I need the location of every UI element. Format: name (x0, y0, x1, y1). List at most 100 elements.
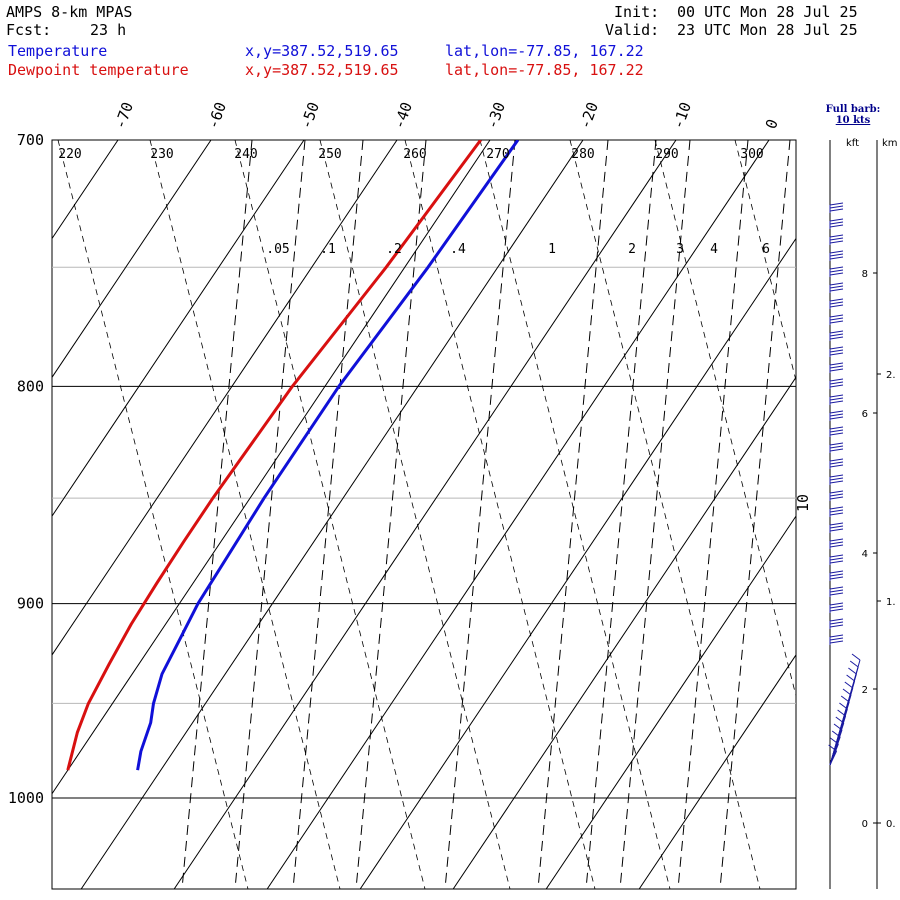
isotherm-label: 10 (794, 494, 812, 512)
wind-barb-flag (829, 416, 844, 420)
wind-barb-flag (829, 557, 844, 561)
wind-barb-flag (829, 250, 844, 254)
dry-adiabat (319, 140, 511, 889)
mixing-ratio-line (585, 140, 657, 889)
dry-adiabat (57, 140, 249, 889)
wind-barb-flag (829, 202, 844, 206)
isotherm-line (52, 140, 398, 656)
wind-barb-flag (829, 445, 844, 449)
wind-barb-flag (829, 605, 844, 609)
wind-barb-flag (842, 688, 852, 696)
wind-barb-flag (844, 681, 854, 689)
mixing-ratio-label: .1 (320, 242, 336, 257)
wind-barb (829, 750, 838, 766)
km-unit-label: km (882, 138, 898, 149)
mixing-ratio-label: 6 (762, 242, 770, 257)
wind-barb-flag (829, 592, 844, 596)
isotherm-label: -40 (390, 100, 416, 132)
wind-barb-flag (829, 413, 844, 417)
wind-barb-flag (829, 314, 844, 318)
wind-barb-flag (849, 660, 859, 668)
kft-label: 4 (862, 549, 868, 560)
wind-barb-flag (829, 490, 844, 494)
wind-barb-flag (829, 298, 844, 302)
isotherm-line (0, 140, 25, 889)
isotherm-label: -50 (297, 100, 323, 132)
dry-adiabat (569, 140, 761, 889)
forecast-hour-value: 23 h (90, 21, 127, 39)
wind-barb-flag (846, 674, 855, 682)
isotherm-label: -70 (111, 100, 137, 132)
wind-barb-flag (829, 608, 844, 612)
pressure-tick-label: 1000 (8, 789, 44, 807)
wind-barb-flag (829, 346, 844, 350)
wind-barb-flag (829, 320, 844, 324)
wind-barb-flag (829, 461, 844, 465)
wind-barbs (828, 202, 861, 766)
wind-barb-flag (829, 448, 844, 452)
km-label: 0. (886, 819, 896, 830)
temperature-profile (136, 140, 520, 771)
wind-barb-flag (829, 432, 844, 436)
dry-adiabat-label: 260 (403, 147, 426, 162)
isotherm-line (52, 140, 212, 379)
wind-barb-flag (829, 570, 844, 574)
wind-barb-flag (829, 602, 844, 606)
wind-barb-flag (829, 618, 844, 622)
wind-barb-flag (829, 288, 844, 292)
pressure-tick-label: 800 (17, 377, 44, 395)
wind-barb-flag (829, 464, 844, 468)
wind-barb-flag (829, 512, 844, 516)
init-time-value: 00 UTC Mon 28 Jul 25 (677, 3, 858, 21)
wind-barb-flag (829, 560, 844, 564)
mixing-ratio-label: .05 (266, 242, 289, 257)
dry-adiabat-label: 300 (740, 147, 763, 162)
wind-barb-flag (829, 506, 844, 510)
wind-barb-flag (829, 442, 844, 446)
wind-barb-flag (829, 493, 844, 497)
dewpoint-profile (66, 140, 482, 771)
wind-barb-flag (848, 667, 857, 675)
legend-dewpoint-latlon: lat,lon=-77.85, 167.22 (445, 61, 644, 79)
mixing-ratio-line (355, 140, 427, 889)
wind-barb-flag (829, 477, 844, 481)
wind-barb-flag (829, 266, 844, 270)
model-title: AMPS 8-km MPAS (6, 3, 133, 21)
wind-barb-flag (829, 208, 844, 212)
isotherm-line (638, 654, 796, 889)
kft-label: 2 (862, 685, 868, 696)
wind-barb-flag (829, 496, 844, 500)
wind-barb-flag (829, 589, 844, 593)
wind-barb-flag (829, 541, 844, 545)
dry-adiabat (234, 140, 426, 889)
wind-barb-flag (829, 333, 844, 337)
wind-barb-flag (829, 474, 844, 478)
kft-label: 8 (862, 269, 868, 280)
wind-barb-flag (851, 653, 861, 661)
wind-barb-flag (829, 429, 844, 433)
wind-barb-flag (829, 640, 844, 644)
legend-dewpoint-name: Dewpoint temperature (8, 61, 189, 79)
wind-barb-flag (829, 368, 844, 372)
legend-dewpoint-xy: x,y=387.52,519.65 (245, 61, 399, 79)
dry-adiabat-label: 240 (234, 147, 257, 162)
mixing-ratio-label: .4 (450, 242, 466, 257)
mixing-ratio-label: 1 (548, 242, 556, 257)
wind-barb-flag (829, 624, 844, 628)
isotherm-line (359, 237, 796, 889)
dry-adiabat (404, 140, 596, 889)
dry-adiabat (479, 140, 671, 889)
isotherm-label: -10 (669, 100, 695, 132)
wind-barb-flag (829, 384, 844, 388)
wind-barb-flag (829, 282, 844, 286)
wind-barb-flag (833, 723, 843, 731)
isotherm-line (452, 376, 796, 889)
wind-barb-flag (829, 253, 844, 257)
legend-temperature-latlon: lat,lon=-77.85, 167.22 (445, 42, 644, 60)
init-time-label: Init: (614, 3, 660, 21)
wind-barb-flag (829, 538, 844, 542)
isotherm-line (52, 140, 305, 518)
wind-barb-flag (829, 378, 844, 382)
wind-barb-flag (829, 573, 844, 577)
